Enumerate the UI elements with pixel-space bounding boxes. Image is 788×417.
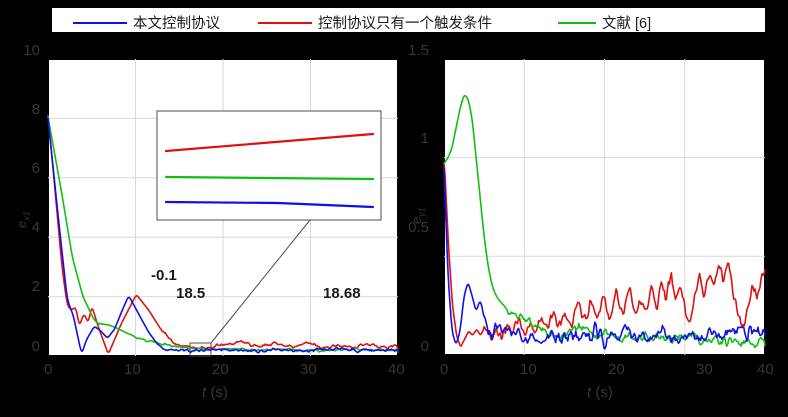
svg-text:-0.1: -0.1: [151, 267, 177, 284]
svg-text:18.5: 18.5: [176, 285, 205, 302]
svg-text:18.68: 18.68: [323, 285, 361, 302]
